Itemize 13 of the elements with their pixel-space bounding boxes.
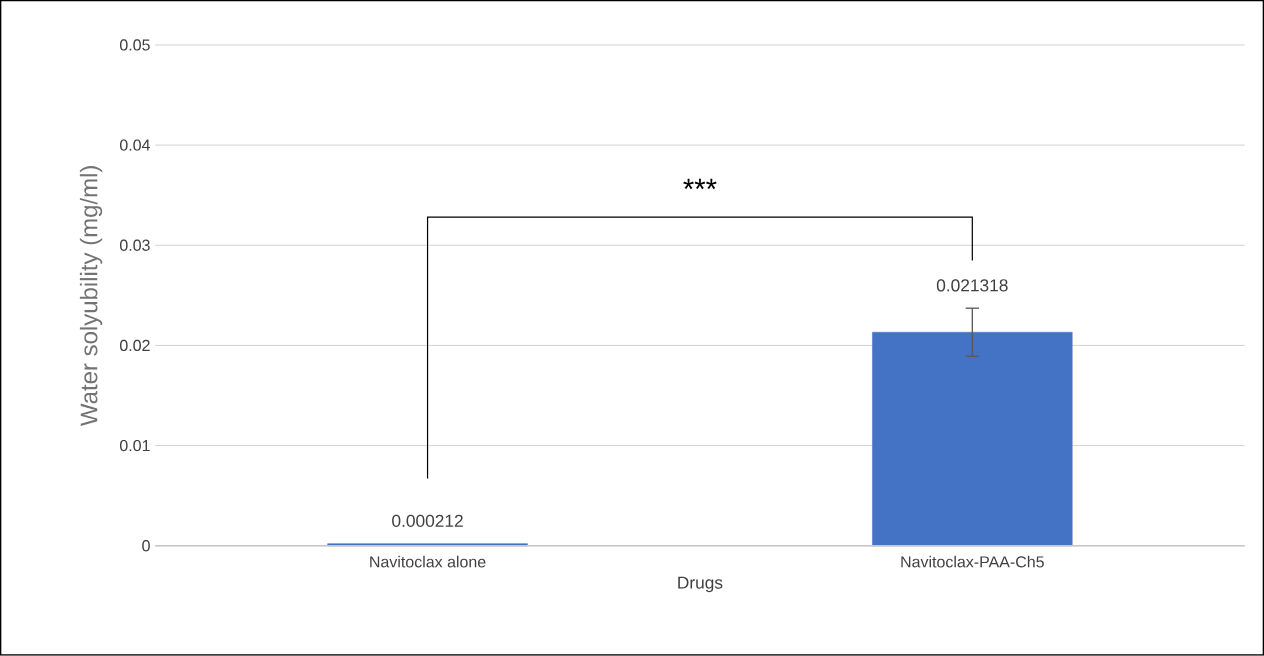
y-axis-title: Water solyubility (mg/ml) [79,166,103,427]
y-tick-label: 0.01 [119,440,150,452]
y-tick-label: 0.04 [119,139,150,151]
y-tick-label: 0 [142,540,150,552]
data-label: 0.000212 [392,514,463,528]
y-tick-label: 0.05 [119,39,150,51]
x-tick-label: Navitoclax-PAA-Ch5 [901,555,1044,568]
annotation: *** [683,179,717,190]
x-axis-title: Drugs [678,576,723,593]
y-tick-label: 0.03 [119,239,150,252]
data-label: 0.021318 [936,279,1008,292]
y-tick-label: 0.02 [119,339,150,352]
x-tick-label: Navitoclax alone [370,555,486,568]
